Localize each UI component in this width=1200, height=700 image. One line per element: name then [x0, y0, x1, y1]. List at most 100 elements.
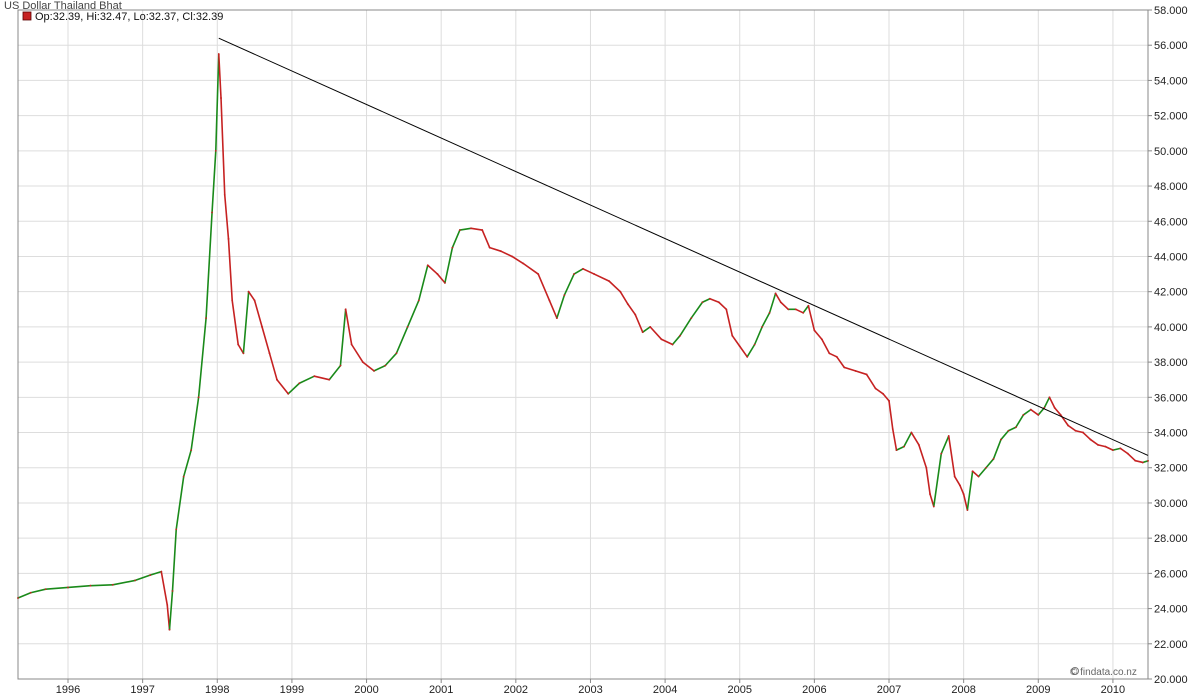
price-segment — [910, 431, 920, 446]
price-point — [481, 229, 484, 231]
price-segment — [895, 445, 905, 451]
price-segment — [417, 264, 429, 302]
credit-group: © findata.co.nz — [1070, 667, 1137, 678]
price-point — [1119, 447, 1122, 450]
price-point — [794, 308, 797, 311]
price-segment — [1104, 445, 1114, 451]
price-point — [1134, 459, 1137, 462]
price-point — [537, 273, 540, 275]
price-point — [649, 325, 652, 328]
price-point — [29, 591, 32, 594]
price-segment — [593, 273, 610, 282]
price-point — [854, 370, 857, 372]
price-segment — [718, 301, 728, 311]
price-segment — [253, 299, 263, 328]
price-segment — [753, 326, 763, 346]
y-tick-label: 24.000 — [1154, 604, 1188, 616]
price-segment — [500, 250, 513, 258]
price-segment — [223, 194, 230, 240]
price-segment — [488, 246, 502, 252]
price-segment — [1015, 414, 1025, 429]
price-segment — [1097, 444, 1107, 448]
price-point — [313, 375, 316, 378]
price-segment — [1134, 459, 1144, 464]
price-segment — [865, 373, 877, 390]
price-point — [344, 308, 347, 311]
copyright-icon — [1071, 667, 1079, 675]
series-layer — [17, 53, 1149, 631]
price-point — [111, 583, 114, 586]
price-point — [895, 449, 898, 452]
price-point — [268, 352, 271, 355]
y-tick-label: 38.000 — [1154, 357, 1188, 369]
price-point — [962, 493, 965, 496]
x-tick-label: 1998 — [205, 684, 229, 696]
price-point — [717, 301, 720, 304]
price-point — [1126, 452, 1129, 455]
price-point — [701, 301, 704, 304]
price-point — [276, 378, 278, 381]
price-segment — [548, 299, 558, 319]
y-tick-label: 56.000 — [1154, 40, 1188, 52]
price-point — [634, 313, 637, 316]
price-point — [522, 262, 525, 265]
price-segment — [537, 273, 551, 302]
price-segment — [242, 290, 250, 355]
price-point — [287, 392, 290, 395]
price-segment — [807, 304, 816, 332]
price-point — [499, 250, 502, 253]
y-tick-label: 40.000 — [1154, 322, 1188, 334]
price-segment — [882, 392, 890, 402]
price-segment — [738, 345, 749, 358]
price-point — [175, 528, 178, 531]
price-point — [17, 597, 19, 599]
price-point — [563, 294, 566, 297]
price-point — [626, 303, 629, 305]
price-point — [470, 227, 472, 230]
price-segment — [1119, 447, 1129, 455]
price-segment — [149, 570, 163, 576]
price-point — [67, 586, 69, 589]
y-tick-label: 50.000 — [1154, 146, 1188, 158]
price-point — [197, 396, 200, 399]
price-point — [774, 292, 777, 295]
price-segment — [451, 229, 461, 249]
price-point — [929, 493, 931, 496]
price-segment — [1007, 426, 1017, 432]
price-point — [160, 570, 163, 573]
price-point — [253, 299, 256, 302]
x-tick-label: 2000 — [354, 684, 378, 696]
y-tick-label: 36.000 — [1154, 392, 1188, 404]
price-point — [166, 604, 169, 606]
price-segment — [134, 574, 151, 582]
price-segment — [1082, 431, 1092, 441]
price-segment — [843, 366, 857, 372]
price-point — [779, 301, 782, 304]
price-point — [171, 590, 174, 592]
price-point — [1022, 414, 1025, 416]
price-segment — [29, 588, 47, 594]
y-tick-label: 44.000 — [1154, 251, 1188, 263]
price-segment — [436, 273, 446, 284]
price-segment — [813, 329, 823, 341]
price-segment — [619, 290, 629, 305]
price-segment — [168, 590, 174, 631]
price-point — [959, 484, 961, 487]
price-point — [971, 470, 974, 473]
price-point — [820, 338, 823, 341]
price-segment — [977, 466, 987, 478]
price-segment — [481, 229, 491, 249]
price-point — [753, 343, 756, 346]
x-tick-label: 2010 — [1101, 684, 1125, 696]
price-segment — [563, 273, 575, 297]
price-point — [787, 308, 790, 311]
price-segment — [1089, 438, 1099, 446]
price-segment — [350, 343, 364, 363]
price-segment — [985, 458, 995, 469]
price-segment — [874, 387, 884, 395]
price-segment — [268, 352, 278, 381]
price-segment — [17, 591, 32, 599]
price-point — [708, 297, 711, 300]
price-point — [488, 246, 491, 249]
price-point — [843, 366, 846, 369]
